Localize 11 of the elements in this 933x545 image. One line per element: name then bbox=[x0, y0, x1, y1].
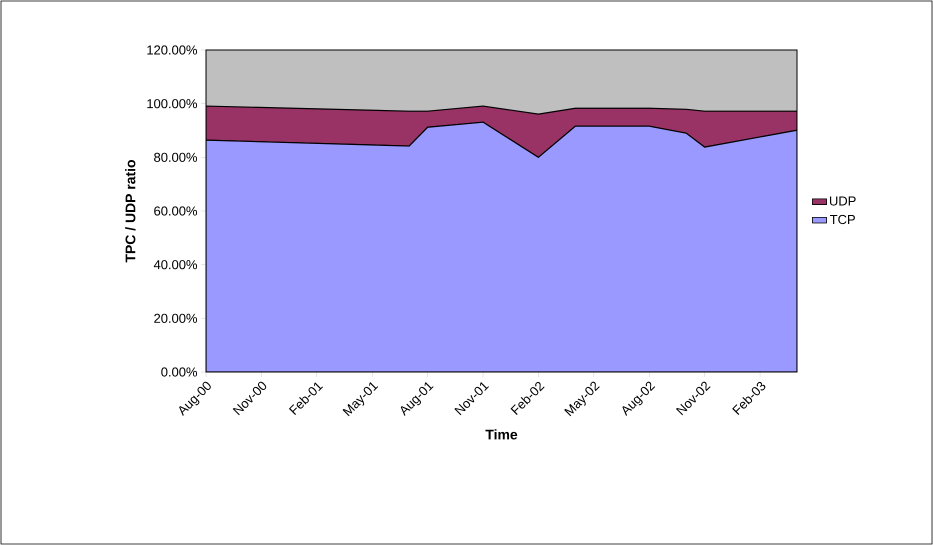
y-tick-label: 0.00% bbox=[161, 367, 198, 377]
y-tick-label: 80.00% bbox=[154, 152, 198, 162]
legend-label: UDP bbox=[830, 196, 856, 206]
y-axis-title: TPC / UDP ratio bbox=[125, 160, 136, 262]
y-tick-label: 120.00% bbox=[147, 45, 198, 55]
y-tick-label: 40.00% bbox=[154, 260, 198, 270]
y-tick-label: 60.00% bbox=[154, 206, 198, 216]
y-tick-label: 20.00% bbox=[154, 314, 198, 323]
x-axis-title: Time bbox=[486, 429, 518, 440]
text: TCP bbox=[830, 214, 855, 224]
y-tick-label: 100.00% bbox=[147, 99, 198, 108]
